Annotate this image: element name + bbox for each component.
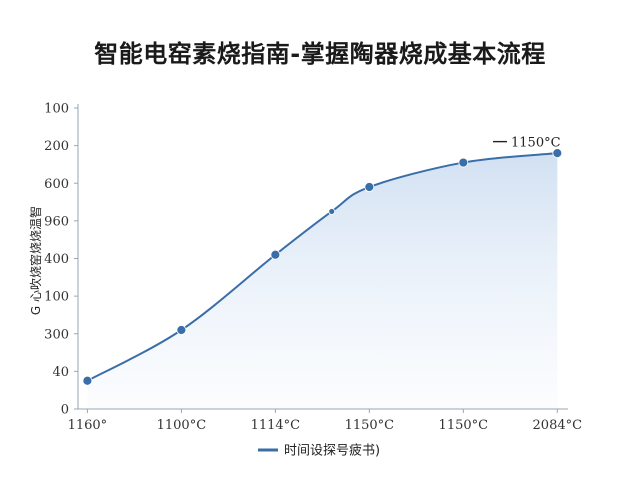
x-tick-label: 1150°C [345, 418, 395, 433]
x-tick-label: 2084°C [533, 418, 583, 433]
y-tick-label: 960 [44, 214, 69, 229]
x-tick-label: 1100°C [157, 418, 207, 433]
y-tick-label: 100 [44, 102, 69, 117]
y-tick-label: 300 [44, 327, 69, 342]
data-point [82, 375, 93, 386]
data-point [270, 249, 281, 260]
data-point [328, 208, 336, 215]
x-tick-label: 1150°C [439, 418, 489, 433]
data-point [552, 148, 563, 159]
y-tick-label: 200 [44, 139, 69, 154]
y-tick-label: 400 [44, 252, 69, 267]
label-layer: G 心吹烧窑烧烧温智 1150°C 时间设探号疲书) [28, 136, 561, 459]
legend-label: 时间设探号疲书) [284, 443, 380, 459]
series-area [87, 153, 558, 409]
y-tick-label: 600 [44, 177, 69, 192]
x-tick-label: 1160° [68, 418, 108, 433]
y-axis-label: G 心吹烧窑烧烧温智 [28, 206, 43, 315]
data-point [458, 157, 469, 168]
marker-layer [82, 148, 563, 386]
data-point [176, 325, 187, 335]
area-layer [87, 153, 558, 409]
chart-title: 智能电窑素烧指南-掌握陶器烧成基本流程 [94, 40, 546, 68]
x-tick-label: 1114°C [251, 418, 301, 433]
y-tick-label: 40 [52, 365, 69, 380]
y-tick-label: 0 [61, 403, 69, 418]
data-point [364, 182, 375, 192]
y-tick-label: 100 [44, 290, 69, 305]
annotation-label: 1150°C [511, 136, 561, 151]
axis-layer: 0 40 300 100 400 960 600 200 100 1160° 1100°C 1114°… [44, 102, 582, 434]
